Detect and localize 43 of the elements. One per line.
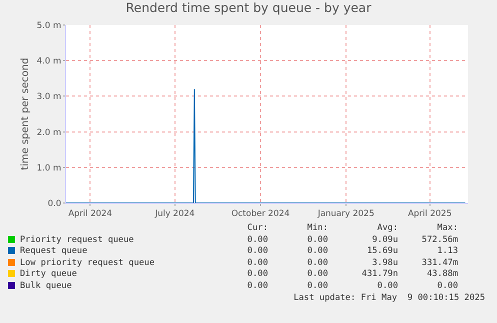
text: 1.13: [436, 246, 458, 258]
text: 0.00: [306, 246, 328, 258]
text: 0.00: [436, 280, 458, 292]
y-tick-label: 1.0 m: [36, 163, 62, 174]
y-tick-label: 5.0 m: [36, 20, 62, 31]
x-tick-label: July 2024: [154, 209, 195, 220]
y-tick-label: 0.0: [48, 198, 62, 209]
text: Last update: Fri May 9 00:10:15 2025: [294, 293, 485, 303]
text: 0.00: [246, 269, 268, 280]
text: 431.79n: [360, 269, 398, 280]
legend-label: Low priority request queue: [20, 258, 155, 268]
text: Min:: [306, 223, 328, 234]
text: 9.09u: [371, 234, 398, 246]
x-tick-label: April 2024: [68, 209, 112, 220]
text: 43.88m: [426, 269, 458, 280]
text: 572.56m: [420, 234, 458, 246]
chart-title: Renderd time spent by queue - by year: [126, 0, 372, 16]
x-tick-label: April 2025: [408, 209, 452, 220]
legend-label: Dirty queue: [20, 269, 77, 279]
text: 0.00: [306, 234, 328, 246]
y-tick-label: 4.0 m: [36, 56, 62, 67]
y-tick-label: 2.0 m: [36, 128, 62, 138]
text: 0.00: [376, 280, 398, 292]
y-tick-label: 3.0 m: [36, 92, 62, 102]
text: 0.00: [306, 258, 328, 269]
legend-label: Bulk queue: [20, 280, 72, 290]
legend-label: Request queue: [20, 246, 88, 256]
text: 15.69u: [366, 246, 398, 258]
text: Cur:: [246, 223, 268, 234]
y-axis-title: time spent per second: [20, 58, 31, 170]
text: Avg:: [376, 223, 398, 234]
legend-label: Priority request queue: [20, 234, 134, 244]
text: 3.98u: [371, 258, 398, 269]
text: Max:: [436, 223, 458, 234]
text: 331.47m: [420, 258, 458, 269]
x-tick-label: October 2024: [231, 209, 290, 220]
text: 0.00: [246, 280, 268, 292]
text: 0.00: [306, 269, 328, 280]
x-tick-label: January 2025: [316, 209, 374, 220]
text: 0.00: [246, 246, 268, 258]
text: 0.00: [246, 258, 268, 269]
text: 0.00: [306, 280, 328, 292]
text: 0.00: [246, 234, 268, 246]
